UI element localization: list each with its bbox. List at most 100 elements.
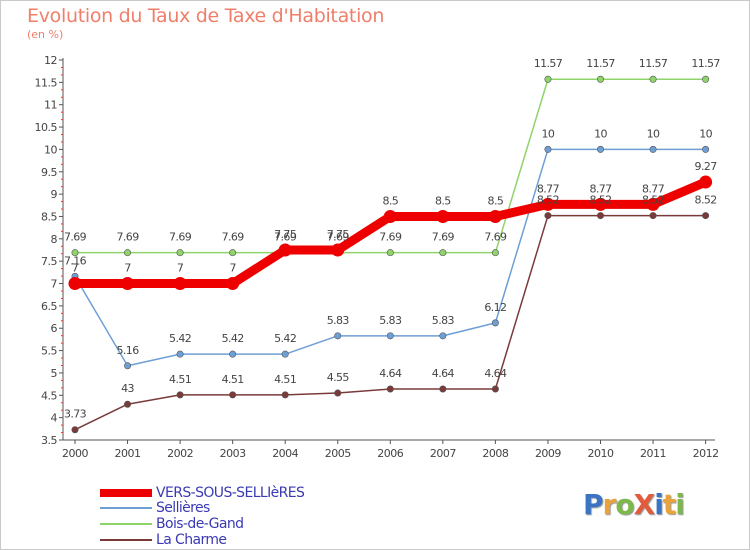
data-point — [436, 209, 450, 223]
data-label: 11.57 — [586, 57, 615, 70]
data-point — [71, 249, 79, 257]
data-point — [702, 212, 710, 220]
y-tick-label: 12 — [44, 54, 57, 67]
data-label: 8.52 — [589, 194, 611, 207]
data-point — [226, 277, 240, 291]
data-label: 7.69 — [222, 231, 245, 244]
data-point — [649, 75, 657, 83]
data-label: 7.69 — [117, 231, 140, 244]
x-tick-label: 2011 — [640, 447, 666, 460]
data-label: 7 — [124, 262, 131, 275]
data-point — [176, 391, 184, 399]
legend-swatch — [100, 507, 152, 509]
data-point — [544, 212, 552, 220]
data-label: 7.69 — [484, 231, 507, 244]
data-point — [124, 249, 132, 257]
data-label: 4.51 — [169, 373, 191, 386]
legend-item: La Charme — [100, 532, 227, 548]
data-label: 10 — [594, 127, 607, 140]
data-point — [649, 212, 657, 220]
x-tick-label: 2012 — [693, 447, 719, 460]
x-tick-label: 2000 — [62, 447, 88, 460]
data-label: 8.52 — [537, 194, 559, 207]
y-tick-label: 8 — [51, 233, 58, 246]
data-label: 4.64 — [432, 367, 455, 380]
data-point — [439, 332, 447, 340]
data-point — [121, 277, 135, 291]
data-label: 8.77 — [589, 182, 612, 195]
y-tick-label: 10.5 — [35, 121, 58, 134]
legend-label: Bois-de-Gand — [156, 516, 244, 532]
data-point — [699, 175, 713, 189]
legend-label: Sellières — [156, 500, 210, 516]
data-label: 10 — [699, 127, 712, 140]
series-line — [74, 78, 707, 254]
y-tick-label: 7 — [51, 278, 58, 291]
data-label: 7.75 — [274, 228, 297, 241]
data-label: 5.83 — [327, 314, 350, 327]
y-tick-label: 11 — [44, 99, 57, 112]
data-point — [491, 385, 499, 393]
data-point — [281, 391, 289, 399]
data-label: 8.52 — [642, 194, 664, 207]
y-tick-label: 4 — [51, 412, 58, 425]
data-label: 4.64 — [379, 367, 402, 380]
data-label: 9.27 — [695, 160, 718, 173]
legend-item: Sellières — [100, 500, 210, 516]
data-label: 7.69 — [379, 231, 402, 244]
y-tick-label: 3.5 — [41, 434, 57, 447]
x-tick-label: 2002 — [167, 447, 193, 460]
data-label: 5.16 — [117, 344, 140, 357]
data-point — [176, 249, 184, 257]
data-label: 6.12 — [484, 301, 506, 314]
legend-label: VERS-SOUS-SELLIèRES — [156, 485, 305, 501]
legend-item: Bois-de-Gand — [100, 516, 244, 532]
data-point — [334, 332, 342, 340]
data-point — [173, 277, 187, 291]
y-tick-label: 11.5 — [35, 76, 58, 89]
data-label: 10 — [647, 127, 660, 140]
data-label: 7 — [229, 262, 236, 275]
data-label: 5.42 — [274, 332, 296, 345]
data-point — [702, 75, 710, 83]
data-point — [386, 332, 394, 340]
data-label: 11.57 — [534, 57, 563, 70]
data-label: 11.57 — [639, 57, 668, 70]
data-point — [331, 243, 345, 257]
data-label: 5.83 — [379, 314, 402, 327]
x-tick-label: 2008 — [482, 447, 508, 460]
data-label: 7.16 — [64, 254, 87, 267]
legend-swatch — [100, 539, 152, 541]
y-tick-label: 6.5 — [41, 300, 57, 313]
y-tick-label: 5 — [51, 367, 58, 380]
data-label: 3.73 — [64, 408, 87, 421]
x-tick-label: 2005 — [325, 447, 351, 460]
data-label: 7.75 — [327, 228, 350, 241]
data-label: 7.69 — [432, 231, 455, 244]
data-label: 8.5 — [382, 194, 398, 207]
y-tick-label: 10 — [44, 143, 57, 156]
chart-title: Evolution du Taux de Taxe d'Habitation — [27, 5, 385, 27]
data-label: 8.5 — [435, 194, 451, 207]
data-point — [544, 145, 552, 153]
data-point — [594, 197, 607, 211]
data-label: 4.51 — [274, 373, 296, 386]
x-tick-label: 2009 — [535, 447, 561, 460]
legend-swatch — [100, 489, 152, 497]
data-label: 8.5 — [488, 194, 504, 207]
x-tick-label: 2007 — [430, 447, 456, 460]
legend-item: VERS-SOUS-SELLIèRES — [100, 485, 305, 501]
data-point — [229, 391, 237, 399]
data-point — [488, 209, 502, 223]
data-label: 5.83 — [432, 314, 455, 327]
x-tick-label: 2001 — [115, 447, 141, 460]
data-point — [646, 197, 660, 211]
data-point — [68, 277, 82, 291]
data-point — [229, 350, 237, 358]
y-tick-label: 9.5 — [41, 166, 57, 179]
data-point — [596, 212, 604, 220]
legend-label: La Charme — [156, 532, 227, 548]
y-tick-label: 9 — [51, 188, 58, 201]
